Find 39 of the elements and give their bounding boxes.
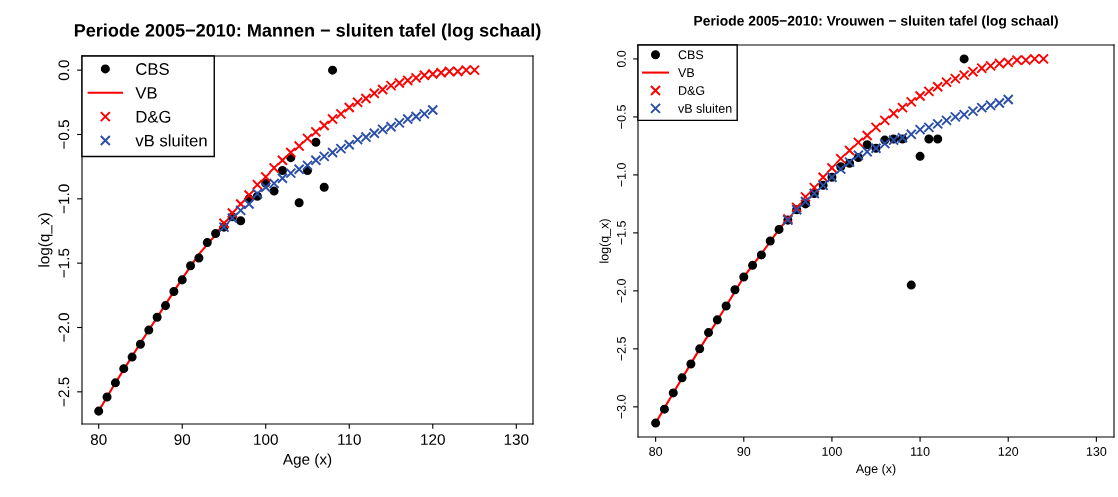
y-tick-label: −0.5 [616, 105, 626, 129]
x-tick-label: 110 [911, 447, 930, 456]
x-tick-label: 80 [649, 447, 663, 456]
legend-label: vB sluiten [135, 134, 207, 147]
x-axis-title: Age (x) [282, 453, 332, 468]
y-tick-label: −1.5 [58, 248, 70, 278]
chart-title: Periode 2005−2010: Mannen − sluiten tafel (log schaal) [74, 23, 541, 41]
y-tick-label: 0.0 [58, 60, 70, 81]
x-tick-label: 120 [421, 434, 445, 445]
legend-label: CBS [678, 50, 704, 60]
y-tick-label: −2.0 [616, 279, 626, 303]
y-tick-label: −1.0 [58, 184, 70, 214]
legend-label: vB sluiten [678, 103, 732, 113]
y-tick-label: −1.5 [617, 221, 626, 245]
y-tick-label: −3.0 [616, 395, 626, 419]
y-axis-title: log(q_x) [599, 219, 612, 263]
legend-label: D&G [679, 86, 705, 95]
x-tick-label: 100 [822, 447, 842, 456]
legend-label: VB [135, 87, 157, 99]
x-tick-label: 80 [90, 434, 107, 445]
x-tick-label: 130 [504, 434, 529, 445]
x-tick-label: 90 [737, 447, 751, 456]
legend-label: D&G [136, 110, 171, 123]
y-tick-label: −0.5 [58, 120, 70, 149]
legend-label: VB [678, 68, 695, 77]
y-tick-label: −1.0 [616, 163, 626, 187]
legend-label: CBS [136, 63, 169, 75]
x-tick-label: 90 [174, 434, 191, 445]
x-tick-label: 100 [254, 434, 278, 445]
y-tick-label: −2.5 [616, 337, 626, 361]
y-tick-label: −2.0 [58, 313, 70, 342]
x-axis-title: Age (x) [855, 463, 896, 476]
x-tick-label: 130 [1086, 447, 1107, 456]
y-tick-label: 0.0 [616, 50, 626, 68]
y-tick-label: −2.5 [58, 377, 70, 407]
x-tick-label: 120 [998, 447, 1019, 456]
x-tick-label: 110 [338, 434, 361, 445]
y-axis-title: log(q_x) [38, 213, 53, 267]
chart-title: Periode 2005−2010: Vrouwen − sluiten tafel (log schaal) [694, 15, 1058, 29]
